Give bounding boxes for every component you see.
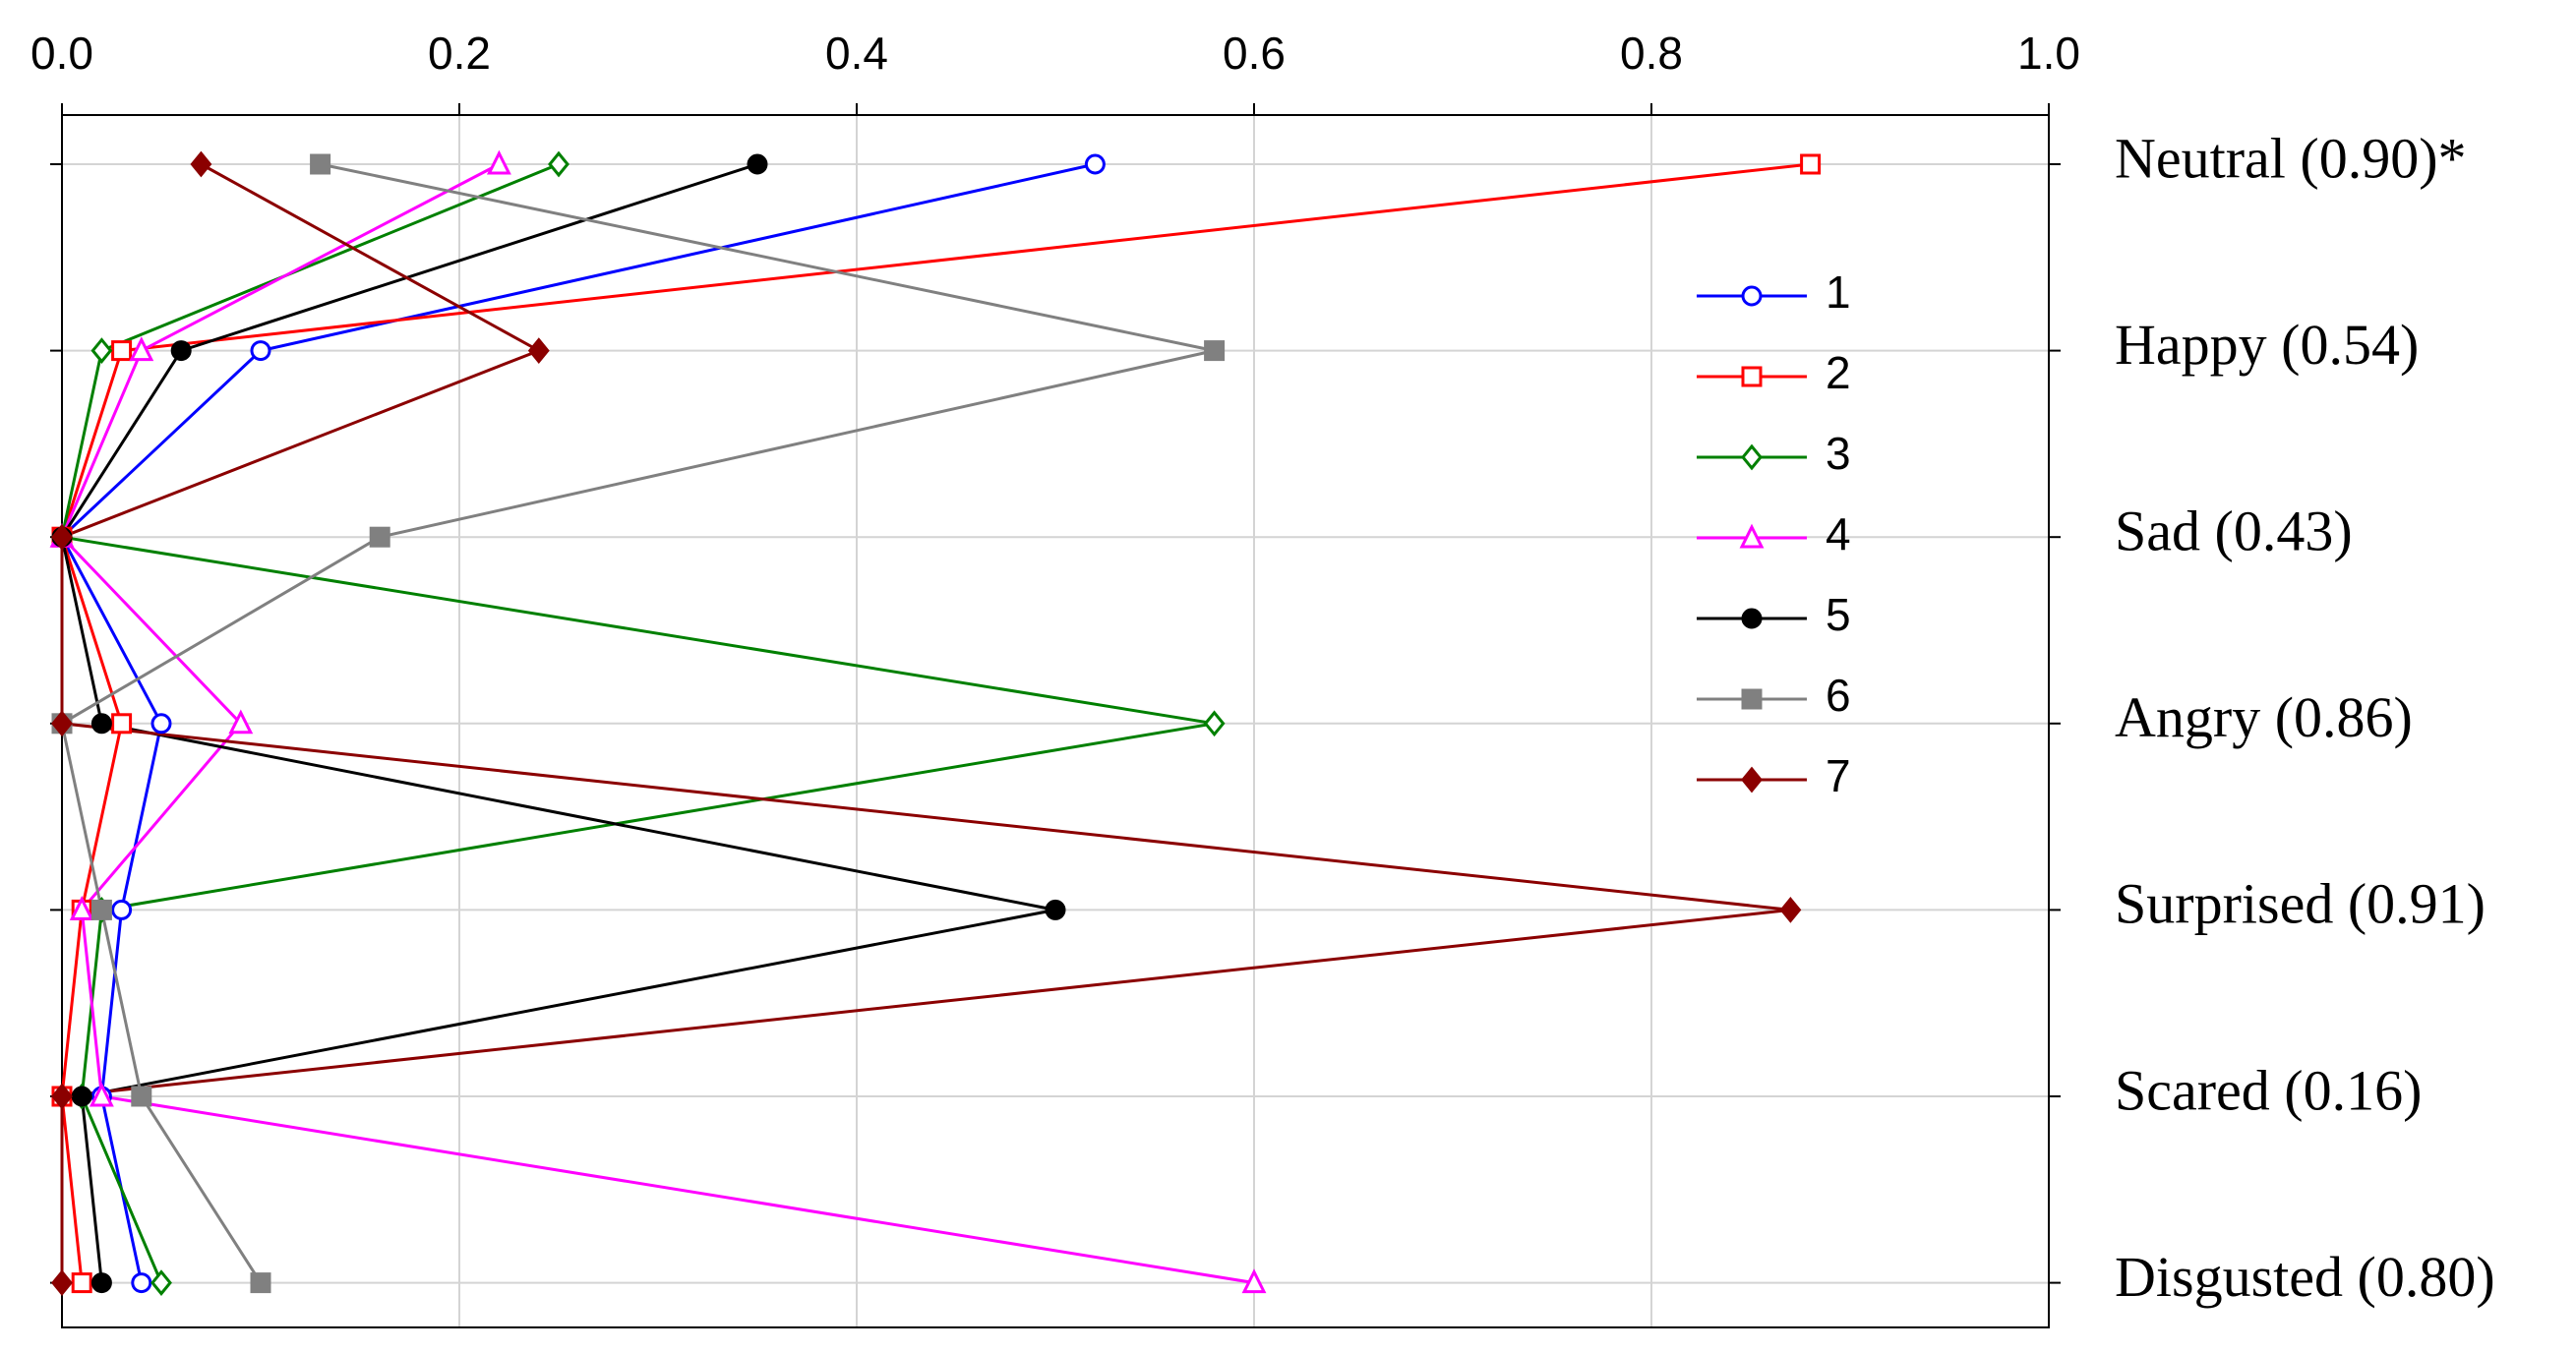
legend-marker	[1741, 443, 1763, 471]
data-point	[486, 149, 511, 175]
data-point	[111, 340, 133, 362]
data-point	[90, 713, 112, 735]
x-tick-label: 0.6	[1223, 28, 1286, 79]
category-label: Happy (0.54)	[2115, 313, 2419, 377]
legend-marker	[1741, 766, 1763, 794]
legend-label: 3	[1826, 428, 1851, 479]
legend-label: 1	[1826, 266, 1851, 318]
data-point	[51, 710, 73, 737]
data-point	[1045, 899, 1066, 920]
data-point	[250, 340, 271, 362]
data-point	[548, 150, 569, 178]
data-point	[228, 709, 254, 735]
data-point	[150, 1269, 172, 1296]
data-point	[90, 1272, 112, 1294]
data-point	[71, 1272, 92, 1294]
data-point	[150, 713, 172, 735]
data-point	[111, 899, 133, 920]
legend-label: 2	[1826, 347, 1851, 398]
x-tick-label: 0.2	[428, 28, 491, 79]
legend-label: 5	[1826, 589, 1851, 640]
data-point	[1204, 340, 1226, 362]
legend-marker	[1739, 523, 1765, 549]
legend-label: 6	[1826, 670, 1851, 721]
data-point	[190, 150, 212, 178]
category-label: Scared (0.16)	[2115, 1058, 2422, 1122]
data-point	[310, 153, 331, 175]
data-point	[170, 340, 192, 362]
data-point	[131, 1086, 152, 1107]
data-point	[71, 1086, 92, 1107]
legend-marker	[1741, 608, 1763, 629]
data-point	[1779, 897, 1802, 923]
data-point	[51, 523, 73, 551]
legend-label: 4	[1826, 508, 1851, 559]
data-point	[111, 713, 133, 735]
category-label: Neutral (0.90)*	[2115, 126, 2467, 190]
data-point	[1800, 153, 1822, 175]
data-point	[90, 899, 112, 920]
data-point	[89, 1082, 114, 1107]
data-point	[1203, 710, 1226, 737]
category-label: Angry (0.86)	[2115, 685, 2413, 749]
data-point	[69, 896, 94, 920]
data-point	[129, 336, 154, 362]
data-point	[747, 153, 768, 175]
data-point	[250, 1272, 271, 1294]
data-point	[90, 337, 113, 364]
legend-marker	[1741, 366, 1763, 387]
category-label: Disgusted (0.80)	[2115, 1245, 2495, 1309]
data-point	[1084, 153, 1106, 175]
x-tick-label: 0.4	[825, 28, 888, 79]
data-point	[51, 1269, 73, 1296]
x-tick-label: 0.8	[1620, 28, 1683, 79]
category-label: Surprised (0.91)	[2115, 872, 2486, 936]
legend-label: 7	[1826, 750, 1851, 801]
data-point	[527, 337, 550, 364]
data-point	[369, 526, 390, 548]
data-point	[51, 1083, 73, 1110]
data-point	[131, 1272, 152, 1294]
legend-marker	[1741, 285, 1763, 307]
data-point	[1241, 1268, 1267, 1294]
category-label: Sad (0.43)	[2115, 500, 2353, 563]
x-tick-label: 0.0	[30, 28, 93, 79]
legend-marker	[1741, 688, 1763, 710]
x-tick-label: 1.0	[2017, 28, 2080, 79]
